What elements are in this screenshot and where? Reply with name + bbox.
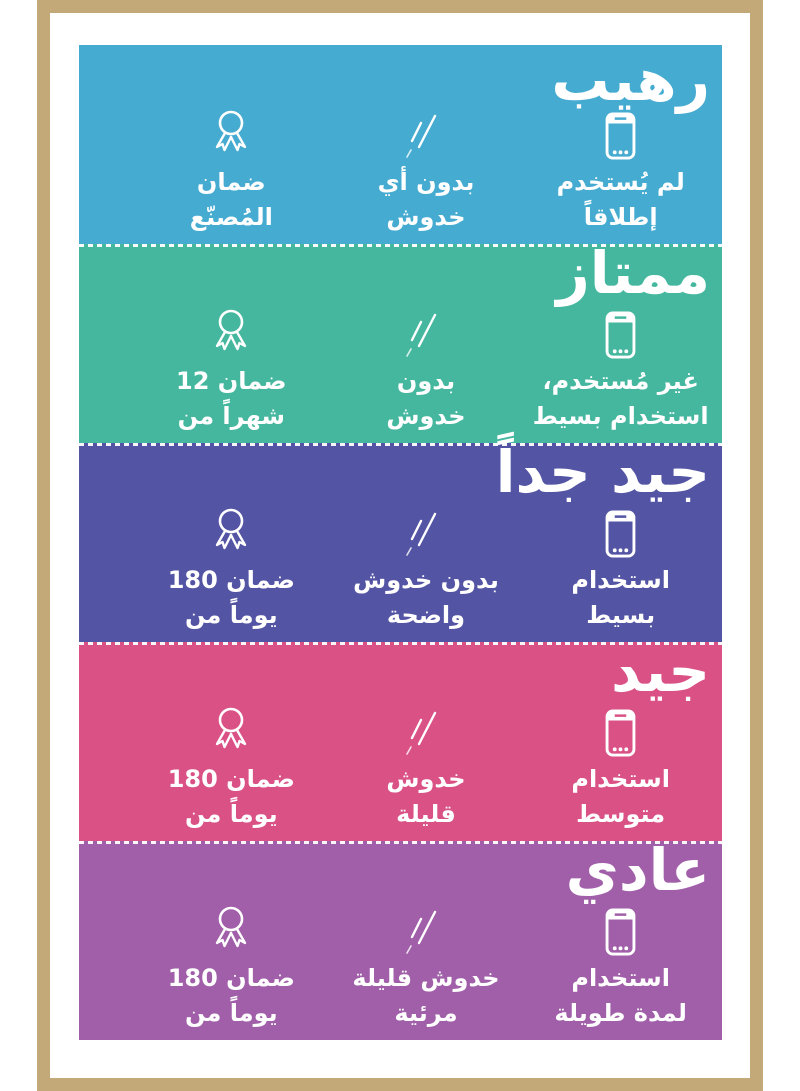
grade-title: جيد جداً [495,438,710,506]
phone-icon [605,504,636,558]
scratches-column: بدون خدوش [329,305,524,435]
usage-line2: بسيط [586,601,656,630]
usage-column: استخدام متوسط [523,703,718,833]
warranty-line1: ضمان 180 [167,764,295,793]
scratches-text: بدون خدوش واضحة [353,563,499,634]
scratches-line2: خدوش [386,402,466,431]
scratches-text: بدون خدوش [386,364,465,435]
grade-band-fair: عادي استخدام لمدة طويلة [79,837,722,1040]
phone-icon [605,703,636,757]
scratches-icon [404,305,448,359]
warranty-line1: ضمان 180 [167,963,295,992]
grade-columns: استخدام بسيط بدون خدوش واضحة [79,504,722,634]
medal-icon [205,902,257,956]
usage-column: غير مُستخدم، استخدام بسيط [523,305,718,435]
usage-line2: لمدة طويلة [554,999,687,1028]
warranty-line2: شهراً من [177,402,286,431]
scratches-line1: بدون خدوش [353,565,499,594]
scratches-line1: خدوش قليلة [352,963,500,992]
warranty-column: ضمان 180 يوماً من [134,703,329,833]
usage-text: غير مُستخدم، استخدام بسيط [533,364,709,435]
usage-line1: استخدام [571,565,670,594]
warranty-text: ضمان 180 يوماً من [168,762,295,833]
usage-column: استخدام بسيط [523,504,718,634]
dashed-separator [79,443,722,446]
grade-columns: استخدام متوسط خدوش قليلة [79,703,722,833]
usage-text: استخدام لمدة طويلة [554,961,687,1032]
warranty-text: ضمان 180 يوماً من [168,563,295,634]
scratches-column: خدوش قليلة مرئية [329,902,524,1032]
grade-columns: غير مُستخدم، استخدام بسيط بدون [79,305,722,435]
scratches-text: بدون أي خدوش [378,165,475,236]
grade-columns: لم يُستخدم إطلاقاً بدون أي خدوش [79,106,722,236]
dashed-separator [79,841,722,844]
warranty-line2: يوماً من [184,601,278,630]
scratches-icon [404,902,448,956]
scratches-text: خدوش قليلة [386,762,465,833]
usage-line2: متوسط [576,800,666,829]
warranty-column: ضمان المُصنّع [134,106,329,236]
grade-band-good: جيد استخدام متوسط [79,638,722,841]
warranty-line1: ضمان 180 [167,565,295,594]
warranty-line2: يوماً من [184,800,278,829]
usage-line1: استخدام [571,963,670,992]
scratches-line1: بدون [396,366,456,395]
usage-line1: استخدام [571,764,670,793]
grade-columns: استخدام لمدة طويلة خدوش قليلة م [79,902,722,1032]
grade-title: رهيب [551,46,710,114]
scratches-column: بدون خدوش واضحة [329,504,524,634]
phone-icon [605,106,636,160]
scratches-line2: مرئية [394,999,458,1028]
warranty-text: ضمان 12 شهراً من [176,364,287,435]
scratches-line2: قليلة [396,800,456,829]
gold-frame [37,0,763,1091]
grade-band-awesome: رهيب لم يُستخدم إطلاقاً [79,45,722,244]
grade-title: جيد [611,637,710,705]
warranty-column: ضمان 12 شهراً من [134,305,329,435]
usage-column: استخدام لمدة طويلة [523,902,718,1032]
warranty-line1: ضمان [196,167,266,196]
scratches-line2: خدوش [386,203,466,232]
grade-title: ممتاز [556,239,710,307]
scratches-line1: بدون أي [377,167,475,196]
medal-icon [205,305,257,359]
scratches-icon [404,703,448,757]
usage-line2: استخدام بسيط [532,402,709,431]
phone-icon [605,902,636,956]
scratches-column: خدوش قليلة [329,703,524,833]
grade-title: عادي [565,836,710,904]
usage-text: استخدام بسيط [571,563,670,634]
usage-text: استخدام متوسط [571,762,670,833]
grade-band-excellent: ممتاز غير مُستخدم، استخدام بسيط [79,240,722,443]
warranty-text: ضمان 180 يوماً من [168,961,295,1032]
scratches-column: بدون أي خدوش [329,106,524,236]
warranty-line2: المُصنّع [189,203,273,232]
usage-line1: لم يُستخدم [556,167,685,196]
usage-line1: غير مُستخدم، [542,366,699,395]
scratches-line2: واضحة [386,601,466,630]
dashed-separator [79,642,722,645]
warranty-column: ضمان 180 يوماً من [134,902,329,1032]
warranty-line2: يوماً من [184,999,278,1028]
scratches-icon [404,106,448,160]
warranty-column: ضمان 180 يوماً من [134,504,329,634]
grade-band-very-good: جيد جداً استخدام بسيط [79,439,722,642]
dashed-separator [79,244,722,247]
scratches-text: خدوش قليلة مرئية [352,961,499,1032]
phone-icon [605,305,636,359]
medal-icon [205,703,257,757]
usage-text: لم يُستخدم إطلاقاً [557,165,685,236]
scratches-line1: خدوش [386,764,466,793]
medal-icon [205,106,257,160]
warranty-line1: ضمان 12 [176,366,287,395]
usage-line2: إطلاقاً [583,203,658,232]
medal-icon [205,504,257,558]
usage-column: لم يُستخدم إطلاقاً [523,106,718,236]
warranty-text: ضمان المُصنّع [190,165,273,236]
scratches-icon [404,504,448,558]
grades-panel: رهيب لم يُستخدم إطلاقاً [79,45,722,1040]
